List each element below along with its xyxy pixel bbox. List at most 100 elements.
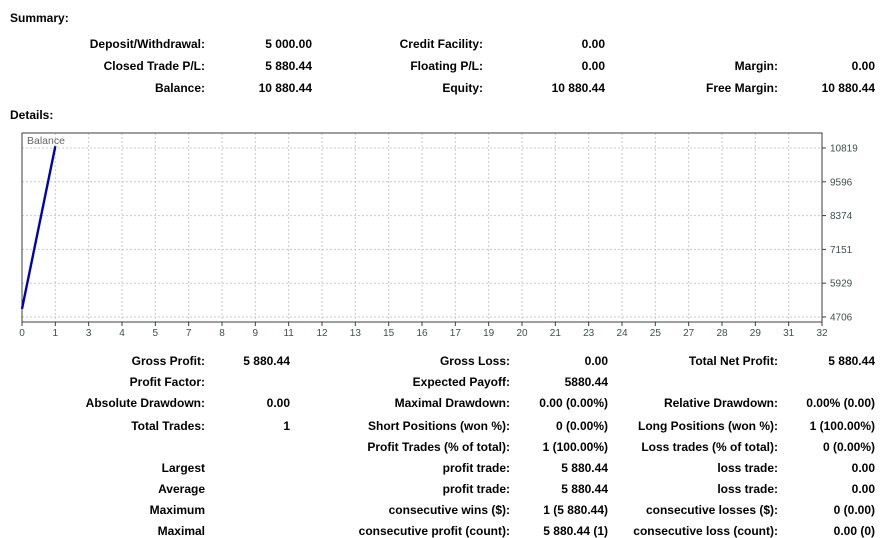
cell-label: Maximum xyxy=(149,502,205,517)
cell-label: consecutive profit (count): xyxy=(358,523,510,538)
report-row: Gross Profit: 5 880.44 Gross Loss: 0.00 Tota… xyxy=(0,350,884,371)
cell-value: 10 880.44 xyxy=(258,81,312,95)
cell-value: 0.00% (0.00) xyxy=(806,395,875,410)
x-axis-label: 17 xyxy=(450,328,462,339)
x-axis-label: 13 xyxy=(350,328,362,339)
cell-label: Free Margin: xyxy=(705,81,778,95)
x-axis-label: 8 xyxy=(219,328,225,339)
cell-label: Expected Payoff: xyxy=(412,374,510,389)
cell-value: 0.00 xyxy=(266,395,290,410)
x-axis-label: 4 xyxy=(119,328,125,339)
balance-line xyxy=(20,146,57,310)
report-row: Maximum consecutive wins ($): 1 (5 880.44)… xyxy=(0,499,884,520)
details-grid-bottom: Total Trades: 1 Short Positions (won %): 0 … xyxy=(0,415,884,538)
cell-value: 0 (0.00) xyxy=(833,502,875,517)
cell-label: Margin: xyxy=(734,59,778,73)
cell-label: profit trade: xyxy=(442,481,510,496)
cell-label: loss trade: xyxy=(717,481,778,496)
cell-label: Profit Trades (% of total): xyxy=(367,439,510,454)
report-row: Deposit/Withdrawal: 5 000.00 Credit Facili… xyxy=(0,33,884,55)
cell-label: Average xyxy=(158,481,205,496)
report-row: Absolute Drawdown: 0.00 Maximal Drawdown: 0… xyxy=(0,392,884,413)
y-axis-label: 10819 xyxy=(830,144,858,155)
cell-value: 0.00 xyxy=(584,353,608,368)
cell-label: consecutive losses ($): xyxy=(645,502,778,517)
report-row: Profit Factor: Expected Payoff: 5880.44 xyxy=(0,371,884,392)
x-axis-label: 3 xyxy=(86,328,92,339)
cell-value: 5 880.44 xyxy=(561,481,608,496)
cell-label: Deposit/Withdrawal: xyxy=(89,37,205,51)
x-axis-label: 0 xyxy=(19,328,25,339)
x-axis-label: 12 xyxy=(316,328,328,339)
cell-value: 1 (100.00%) xyxy=(542,439,608,454)
cell-label: Largest xyxy=(161,460,205,475)
cell-value: 0.00 xyxy=(581,37,605,51)
cell-label: loss trade: xyxy=(717,460,778,475)
cell-value: 0 (0.00%) xyxy=(555,418,608,433)
cell-value: 10 880.44 xyxy=(551,81,605,95)
cell-value: 0 (0.00%) xyxy=(822,439,875,454)
x-axis-label: 32 xyxy=(816,328,828,339)
y-axis-label: 4706 xyxy=(830,313,853,324)
report-row: Balance: 10 880.44 Equity: 10 880.44 Free Ma… xyxy=(0,77,884,99)
x-axis-label: 31 xyxy=(783,328,795,339)
cell-value: 1 xyxy=(283,418,290,433)
report-row: Closed Trade P/L: 5 880.44 Floating P/L: 0.… xyxy=(0,55,884,77)
cell-label: Closed Trade P/L: xyxy=(103,59,205,73)
cell-label: Floating P/L: xyxy=(410,59,483,73)
cell-value: 0.00 xyxy=(851,460,875,475)
x-axis-label: 11 xyxy=(283,328,294,339)
report-row: Profit Trades (% of total): 1 (100.00%) Lo… xyxy=(0,436,884,457)
x-axis-label: 21 xyxy=(550,328,562,339)
x-axis-label: 1 xyxy=(53,328,59,339)
cell-label: Long Positions (won %): xyxy=(638,418,778,433)
x-axis-label: 28 xyxy=(716,328,728,339)
cell-value: 0.00 (0.00%) xyxy=(539,395,608,410)
cell-label: Total Net Profit: xyxy=(688,353,778,368)
cell-label: Balance: xyxy=(154,81,205,95)
cell-label: Gross Profit: xyxy=(131,353,205,368)
cell-label: Total Trades: xyxy=(131,418,205,433)
cell-label: consecutive wins ($): xyxy=(388,502,510,517)
y-axis-label: 5929 xyxy=(830,279,853,290)
report-row: Maximal consecutive profit (count): 5 880.… xyxy=(0,520,884,538)
x-axis-label: 9 xyxy=(253,328,259,339)
x-axis-label: 16 xyxy=(416,328,428,339)
x-axis-label: 5 xyxy=(153,328,159,339)
x-axis-label: 25 xyxy=(650,328,662,339)
cell-value: 5880.44 xyxy=(564,374,608,389)
report-row: Average profit trade: 5 880.44 loss trade: 0… xyxy=(0,478,884,499)
report-row: Total Trades: 1 Short Positions (won %): 0 … xyxy=(0,415,884,436)
x-axis-label: 7 xyxy=(186,328,192,339)
cell-value: 1 (5 880.44) xyxy=(543,502,608,517)
cell-value: 1 (100.00%) xyxy=(809,418,875,433)
cell-label: Absolute Drawdown: xyxy=(85,395,205,410)
cell-value: 0.00 xyxy=(851,481,875,496)
report-row: Largest profit trade: 5 880.44 loss trade: 0… xyxy=(0,457,884,478)
y-axis-label: 8374 xyxy=(830,211,853,222)
x-axis-label: 20 xyxy=(516,328,528,339)
cell-value: 5 880.44 xyxy=(265,59,312,73)
series-label: Balance xyxy=(27,135,65,147)
cell-label: Equity: xyxy=(442,81,483,95)
cell-label: consecutive loss (count): xyxy=(633,523,778,538)
x-axis-label: 29 xyxy=(750,328,762,339)
cell-label: Credit Facility: xyxy=(399,37,483,51)
x-axis-label: 27 xyxy=(683,328,695,339)
cell-value: 5 880.44 (1) xyxy=(543,523,608,538)
x-axis-label: 19 xyxy=(483,328,495,339)
cell-value: 5 880.44 xyxy=(243,353,290,368)
cell-label: profit trade: xyxy=(442,460,510,475)
cell-label: Gross Loss: xyxy=(439,353,510,368)
cell-value: 5 000.00 xyxy=(265,37,312,51)
cell-value: 0.00 xyxy=(581,59,605,73)
cell-label: Loss trades (% of total): xyxy=(641,439,778,454)
cell-value: 5 880.44 xyxy=(828,353,875,368)
cell-label: Short Positions (won %): xyxy=(368,418,510,433)
cell-label: Profit Factor: xyxy=(129,374,205,389)
x-axis-label: 15 xyxy=(383,328,395,339)
cell-value: 5 880.44 xyxy=(561,460,608,475)
details-grid-top: Gross Profit: 5 880.44 Gross Loss: 0.00 Tota… xyxy=(0,350,884,413)
